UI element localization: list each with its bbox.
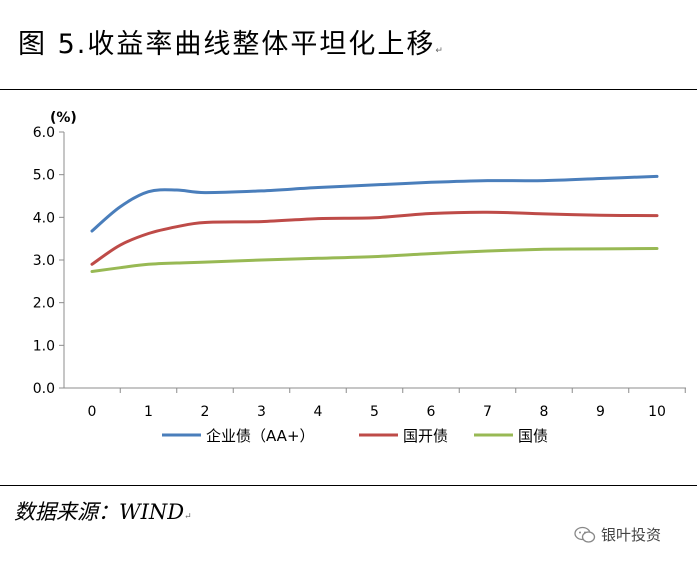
x-tick-label: 3 [257, 404, 266, 420]
paragraph-mark: ↵ [435, 46, 445, 56]
yield-curve-chart: 0.0 1.0 2.0 3.0 4.0 5.0 6.0 0 1 2 3 4 5 6 7 8 9 10 企业债（AA… [33, 110, 686, 445]
legend-entry: 国开债 [403, 427, 448, 445]
series-line-1 [90, 174, 659, 233]
y-tick-label: 1.0 [33, 338, 55, 354]
source-note: 数据来源：WIND↵ [14, 496, 192, 526]
paragraph-mark: ↵ [184, 512, 192, 522]
y-tick-label: 4.0 [33, 210, 55, 226]
x-tick-label: 7 [483, 404, 492, 420]
y-tick-label: 5.0 [33, 168, 55, 184]
series-line-2 [90, 210, 659, 266]
series-line-3 [90, 247, 659, 273]
source-divider [0, 485, 697, 486]
y-tick-label: 0.0 [33, 381, 55, 397]
y-axis-label: (%) [50, 110, 77, 126]
x-tick-label: 6 [427, 404, 436, 420]
y-tick-label: 3.0 [33, 253, 55, 269]
x-tick-label: 0 [88, 404, 97, 420]
figure-title-text: 图 5.收益率曲线整体平坦化上移 [18, 29, 436, 60]
chart-ticks: 0.0 1.0 2.0 3.0 4.0 5.0 6.0 0 1 2 3 4 5 6 7 8 9 10 [33, 125, 686, 420]
legend-entry: 企业债（AA+） [206, 427, 315, 445]
x-tick-label: 8 [540, 404, 549, 420]
legend-entry: 国债 [518, 427, 548, 445]
watermark-text: 银叶投资 [601, 526, 662, 544]
x-tick-label: 4 [314, 404, 323, 420]
chart-legend: 企业债（AA+） 国开债 国债 [162, 427, 548, 445]
chart-axes [63, 132, 686, 389]
x-tick-label: 10 [648, 404, 666, 420]
wechat-icon [574, 526, 596, 543]
x-tick-label: 1 [144, 404, 153, 420]
title-divider [0, 89, 697, 90]
source-note-text: 数据来源：WIND [14, 500, 185, 524]
x-tick-label: 9 [596, 404, 605, 420]
x-tick-label: 2 [201, 404, 210, 420]
x-tick-label: 5 [370, 404, 379, 420]
figure-title: 图 5.收益率曲线整体平坦化上移↵ [18, 22, 445, 61]
y-tick-label: 6.0 [33, 125, 55, 141]
watermark: 银叶投资 [574, 524, 661, 545]
chart-series [90, 174, 659, 273]
y-tick-label: 2.0 [33, 296, 55, 312]
